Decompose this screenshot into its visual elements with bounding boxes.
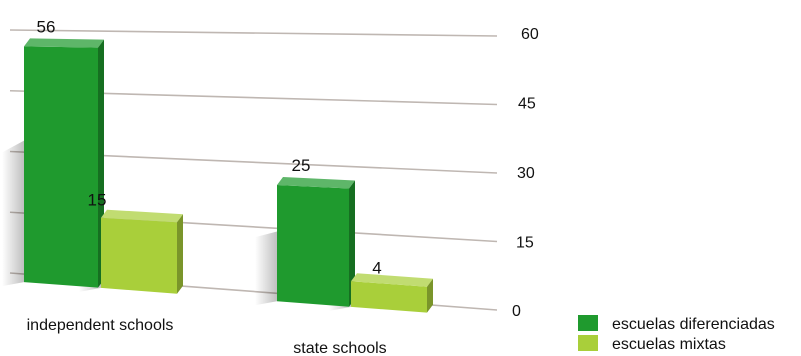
y-tick-label: 0 xyxy=(512,303,521,320)
y-tick-label: 15 xyxy=(516,235,534,252)
data-label: 4 xyxy=(372,258,381,277)
legend-swatch xyxy=(578,335,598,351)
bar-side xyxy=(427,278,433,313)
y-tick-label: 30 xyxy=(517,165,535,182)
category-label: state schools xyxy=(293,340,386,356)
labels: 0 15 30 45 60 56 25 15 4 independent schools state… xyxy=(27,17,539,356)
bar xyxy=(24,46,98,288)
data-label: 56 xyxy=(37,17,56,36)
bar-top xyxy=(277,176,355,189)
bar xyxy=(277,184,349,307)
legend-label: escuelas diferenciadas xyxy=(612,316,775,333)
legend-label: escuelas mixtas xyxy=(612,336,726,353)
bar-shadow xyxy=(255,231,277,306)
legend: escuelas diferenciadas escuelas mixtas xyxy=(578,315,775,353)
bar xyxy=(351,281,427,313)
data-label: 15 xyxy=(88,191,107,210)
bar-top xyxy=(351,273,433,287)
bar-side xyxy=(177,214,183,294)
data-label: 25 xyxy=(292,156,311,175)
bar-top xyxy=(24,38,104,48)
bar-shadow xyxy=(2,140,24,287)
category-label: independent schools xyxy=(27,317,174,334)
y-tick-label: 45 xyxy=(518,96,536,113)
bar xyxy=(101,217,177,294)
bars xyxy=(24,38,433,313)
bar-top xyxy=(101,209,183,223)
y-tick-label: 60 xyxy=(521,26,539,43)
bar-side xyxy=(349,180,355,307)
legend-swatch xyxy=(578,315,598,331)
gridline xyxy=(9,29,498,37)
